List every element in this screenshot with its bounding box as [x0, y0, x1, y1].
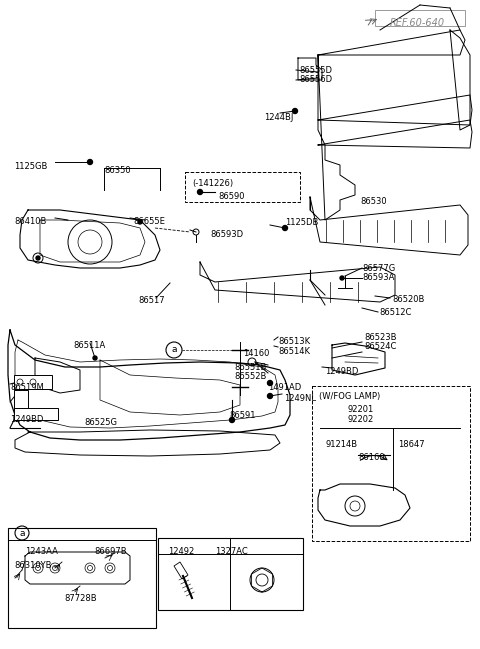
Polygon shape [174, 562, 188, 579]
Text: 91214B: 91214B [325, 440, 357, 449]
Bar [375, 10, 465, 26]
Text: 14160: 14160 [243, 349, 269, 358]
Text: 86556D: 86556D [299, 75, 332, 84]
Circle shape [267, 393, 273, 398]
Bar [14, 390, 28, 412]
Text: 92201: 92201 [348, 405, 374, 414]
Bar [312, 386, 470, 541]
Text: (W/FOG LAMP): (W/FOG LAMP) [319, 392, 380, 401]
Text: a: a [19, 528, 25, 537]
Text: 86655E: 86655E [133, 217, 165, 226]
Text: 1125DB: 1125DB [285, 218, 318, 227]
Bar [8, 528, 156, 628]
Circle shape [267, 380, 273, 386]
Text: 86524C: 86524C [364, 342, 396, 351]
Text: REF.60-640: REF.60-640 [390, 18, 445, 28]
Circle shape [292, 108, 298, 114]
Text: 1327AC: 1327AC [215, 547, 247, 556]
Text: 86160: 86160 [358, 453, 384, 462]
Circle shape [36, 256, 40, 260]
Text: 18647: 18647 [398, 440, 425, 449]
Text: 86514K: 86514K [278, 347, 310, 356]
Text: 1125GB: 1125GB [14, 162, 48, 171]
Text: 1249BD: 1249BD [325, 367, 359, 376]
Text: 86590: 86590 [218, 192, 244, 201]
Text: 86552B: 86552B [234, 372, 266, 381]
Text: 1249BD: 1249BD [10, 415, 43, 424]
Text: 86551B: 86551B [234, 363, 266, 372]
Bar [185, 172, 300, 202]
Bar [14, 375, 52, 389]
Text: 86410B: 86410B [14, 217, 47, 226]
Circle shape [229, 417, 235, 422]
Text: 86520B: 86520B [392, 295, 424, 304]
Circle shape [340, 276, 344, 280]
Text: 86512C: 86512C [379, 308, 411, 317]
Text: 86577G: 86577G [362, 264, 395, 273]
Text: 1491AD: 1491AD [268, 383, 301, 392]
Text: 86523B: 86523B [364, 333, 396, 342]
Text: 86593D: 86593D [210, 230, 243, 239]
Text: a: a [171, 345, 177, 354]
Circle shape [93, 356, 97, 360]
Circle shape [87, 160, 93, 164]
Text: 92202: 92202 [348, 415, 374, 424]
Text: 86591: 86591 [229, 411, 255, 420]
Circle shape [283, 225, 288, 230]
Text: 86511A: 86511A [73, 341, 105, 350]
Bar [14, 408, 58, 420]
Text: 12492: 12492 [168, 547, 194, 556]
Text: 1243AA: 1243AA [25, 547, 58, 556]
Text: 86555D: 86555D [299, 66, 332, 75]
Text: 87728B: 87728B [64, 594, 96, 603]
Text: 86593A: 86593A [362, 273, 395, 282]
Text: 86310YB: 86310YB [14, 561, 51, 570]
Circle shape [197, 190, 203, 195]
Text: 86519M: 86519M [10, 383, 44, 392]
Text: 86525G: 86525G [84, 418, 117, 427]
Text: 1249NL: 1249NL [284, 394, 316, 403]
Text: 1244BJ: 1244BJ [264, 113, 293, 122]
Text: 86697B: 86697B [94, 547, 127, 556]
Text: (-141226): (-141226) [192, 179, 233, 188]
Text: 86513K: 86513K [278, 337, 310, 346]
Text: 86517: 86517 [138, 296, 165, 305]
Circle shape [138, 220, 142, 224]
Text: 86530: 86530 [360, 197, 386, 206]
Bar [158, 538, 303, 610]
Text: 86350: 86350 [104, 166, 131, 175]
